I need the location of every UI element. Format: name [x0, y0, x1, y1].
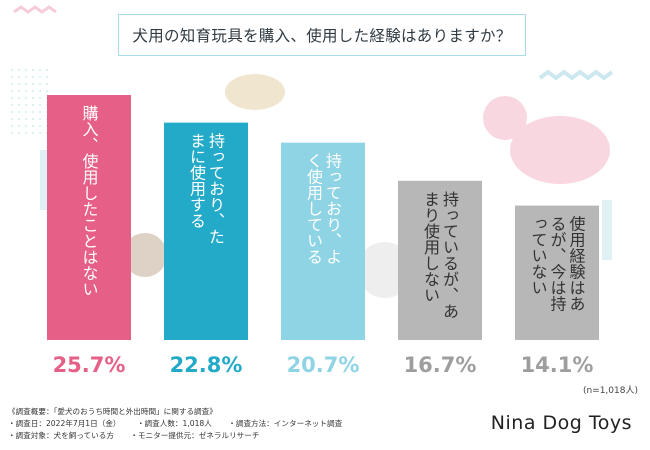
- decor-dot: [31, 110, 35, 114]
- decor-dot: [24, 110, 28, 114]
- decor-dot: [24, 75, 28, 79]
- bar-category-label: まに使用する: [187, 133, 206, 229]
- decor-dot: [24, 131, 28, 135]
- decor-dot: [10, 68, 14, 72]
- bar-category-label: 購入、使用したことはない: [80, 105, 99, 297]
- decor-dot: [24, 117, 28, 121]
- decor-dot: [10, 103, 14, 107]
- bar-value-label: 25.7%: [53, 353, 126, 377]
- bar: [281, 142, 365, 340]
- decor-dot: [38, 96, 42, 100]
- decor-dot: [17, 82, 21, 86]
- decor-dog-silhouette: [483, 96, 527, 140]
- bar: [515, 205, 599, 340]
- decor-dot: [31, 82, 35, 86]
- decor-dot: [38, 75, 42, 79]
- decor-dot: [17, 103, 21, 107]
- decor-dot: [10, 96, 14, 100]
- decor-zigzag: [538, 69, 614, 81]
- decor-dot: [10, 75, 14, 79]
- decor-dot: [38, 117, 42, 121]
- decor-dot: [31, 131, 35, 135]
- bar: [164, 122, 248, 341]
- decor-dot: [10, 117, 14, 121]
- decor-dot: [17, 89, 21, 93]
- decor-dot: [17, 117, 21, 121]
- bar-category-label: るが、今は持: [548, 216, 567, 313]
- decor-zigzag: [13, 5, 57, 14]
- bar-category-label: 持っているが、あ: [440, 191, 459, 319]
- survey-footnote: 《調査概要：「愛犬のおうち時間と外出時間」に関する調査》 ・調査日：2022年7…: [8, 406, 356, 442]
- sample-size-label: (n=1,018人): [582, 386, 638, 396]
- bar: [398, 180, 482, 340]
- decor-dot: [24, 82, 28, 86]
- bar-category-label: 使用経験はあ: [567, 216, 586, 312]
- bar-category-label: っていない: [529, 216, 548, 296]
- bar-value-label: 14.1%: [521, 353, 594, 377]
- footnote-line-1: ・調査日：2022年7月1日（金） ・調査人数：1,018人 ・調査方法：インタ…: [8, 418, 356, 430]
- decor-dot: [38, 103, 42, 107]
- decor-dot: [17, 68, 21, 72]
- decor-dot: [38, 68, 42, 72]
- decor-dot: [38, 131, 42, 135]
- bar-category-label: く使用している: [304, 153, 323, 265]
- decor-dot: [45, 68, 49, 72]
- footnote-heading: 《調査概要：「愛犬のおうち時間と外出時間」に関する調査》: [8, 407, 217, 416]
- brand-logo-text: Nina Dog Toys: [490, 412, 632, 434]
- decor-dot: [17, 96, 21, 100]
- bar-value-label: 22.8%: [170, 353, 243, 377]
- decor-dot: [31, 96, 35, 100]
- decor-dot: [24, 124, 28, 128]
- decor-dot: [24, 89, 28, 93]
- decor-dot: [45, 82, 49, 86]
- decor-dog-silhouette: [123, 233, 167, 277]
- bar-value-label: 16.7%: [404, 353, 477, 377]
- decor-dot: [24, 96, 28, 100]
- decor-dot: [38, 110, 42, 114]
- decor-dot: [10, 110, 14, 114]
- footnote-item: ・調査対象：犬を飼っている方: [8, 431, 114, 440]
- decor-stripe: [602, 200, 612, 260]
- decor-dot: [24, 68, 28, 72]
- decor-dot: [38, 82, 42, 86]
- decor-dot: [31, 117, 35, 121]
- decor-dot: [17, 110, 21, 114]
- footnote-item: ・調査人数：1,018人: [136, 419, 212, 428]
- decor-dot: [24, 103, 28, 107]
- decor-dot: [17, 75, 21, 79]
- decor-dog-silhouette: [225, 74, 285, 110]
- decor-dot: [10, 131, 14, 135]
- decor-dot: [17, 131, 21, 135]
- decor-dot: [17, 124, 21, 128]
- footnote-item: ・調査日：2022年7月1日（金）: [8, 419, 121, 428]
- decor-dot: [38, 124, 42, 128]
- bar-category-label: 持っており、よ: [323, 153, 342, 265]
- decor-dot: [31, 89, 35, 93]
- decor-dog-silhouette: [510, 116, 610, 184]
- decor-dot: [10, 124, 14, 128]
- decor-dot: [31, 124, 35, 128]
- footnote-item: ・モニター提供元：ゼネラルリサーチ: [130, 431, 260, 440]
- decor-dot: [38, 89, 42, 93]
- decor-dot: [10, 89, 14, 93]
- footnote-item: ・調査方法：インターネット調査: [228, 419, 343, 428]
- chart-title: 犬用の知育玩具を購入、使用した経験はありますか？: [118, 14, 526, 56]
- decor-dot: [45, 89, 49, 93]
- decor-dot: [31, 75, 35, 79]
- bar-value-label: 20.7%: [287, 353, 360, 377]
- bar-category-label: 持っており、た: [206, 133, 225, 245]
- decor-dot: [10, 82, 14, 86]
- decor-dot: [45, 75, 49, 79]
- decor-dot: [31, 103, 35, 107]
- bar: [47, 95, 131, 340]
- decor-dot: [31, 68, 35, 72]
- footnote-line-2: ・調査対象：犬を飼っている方 ・モニター提供元：ゼネラルリサーチ: [8, 430, 356, 442]
- bar-category-label: まり使用しない: [421, 191, 440, 303]
